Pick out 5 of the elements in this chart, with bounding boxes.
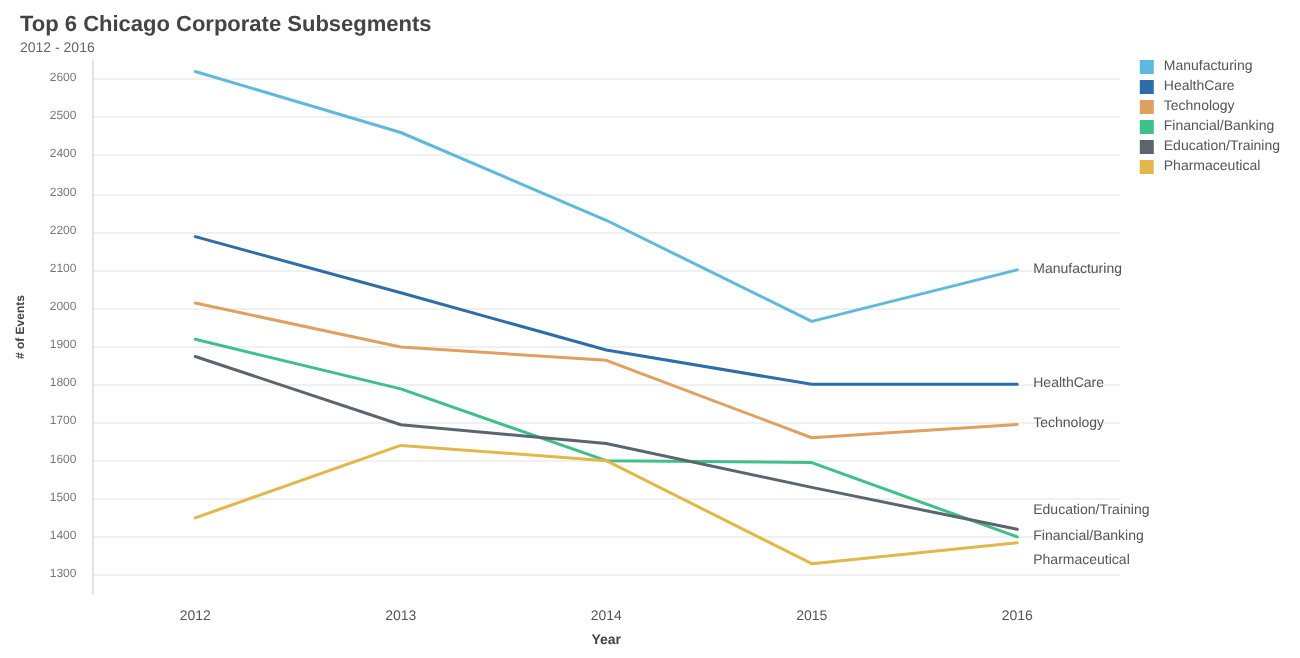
chart-title: Top 6 Chicago Corporate Subsegments [20, 13, 432, 37]
line-series [193, 301, 1019, 440]
line-series [193, 443, 1019, 566]
line-series [193, 69, 1019, 323]
line-series [193, 235, 1019, 386]
